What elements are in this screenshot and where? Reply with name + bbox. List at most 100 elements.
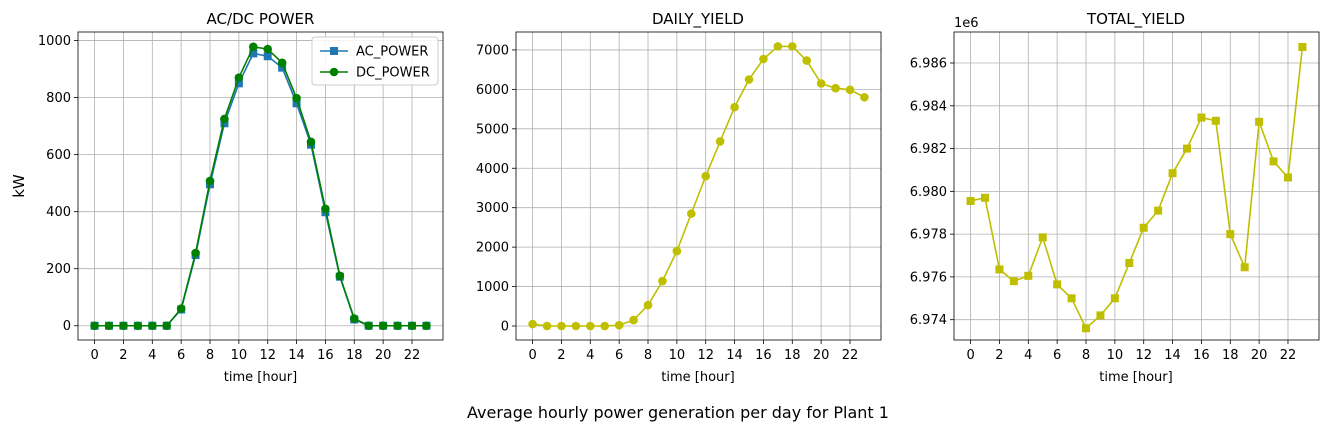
series-dc-power	[90, 42, 431, 331]
data-point	[759, 54, 768, 64]
x-tick-label: 4	[148, 348, 156, 363]
data-point	[292, 99, 301, 108]
data-point	[335, 271, 345, 281]
y-tick-label: 6.986	[910, 57, 947, 72]
x-tick-label: 6	[615, 348, 623, 363]
x-tick-label: 2	[557, 348, 565, 363]
data-point	[1182, 144, 1191, 153]
x-tick-label: 18	[346, 348, 363, 363]
data-point	[600, 321, 610, 331]
y-tick-label: 1000	[476, 280, 509, 295]
data-point	[966, 196, 975, 205]
data-point	[744, 75, 754, 84]
data-point	[249, 49, 258, 58]
data-point	[1211, 116, 1220, 125]
x-tick-label: 20	[813, 348, 830, 363]
legend-label: AC_POWER	[356, 45, 428, 60]
data-point	[1298, 42, 1307, 51]
legend-marker	[329, 67, 339, 77]
data-point	[773, 42, 783, 51]
x-tick-label: 10	[1107, 348, 1124, 363]
y-tick-label: 6.976	[910, 270, 947, 285]
y-tick-label: 6.984	[910, 99, 947, 114]
grid	[954, 32, 1319, 340]
data-point	[528, 319, 537, 329]
data-point	[133, 321, 143, 331]
data-point	[205, 176, 215, 186]
chart-title: DAILY_YIELD	[652, 10, 744, 29]
x-tick-label: 16	[755, 348, 772, 363]
data-point	[1240, 263, 1249, 272]
x-tick-label: 12	[697, 348, 714, 363]
data-point	[831, 83, 840, 93]
data-point	[90, 321, 99, 331]
y-tick-label: 2000	[476, 241, 509, 256]
x-axis-label: time [hour]	[1099, 370, 1172, 385]
data-point	[614, 320, 624, 330]
data-point	[234, 79, 243, 88]
y-tick-label: 5000	[476, 122, 509, 137]
y-tick-label: 6.978	[910, 228, 947, 243]
data-point	[234, 73, 244, 82]
y-axis-label: kW	[10, 174, 28, 198]
legend-box	[311, 36, 439, 86]
x-tick-label: 16	[1193, 348, 1210, 363]
data-point	[1082, 324, 1091, 333]
data-point	[104, 321, 114, 331]
y-tick-label: 600	[46, 148, 71, 163]
x-tick-label: 16	[317, 348, 334, 363]
x-tick-label: 0	[966, 348, 974, 363]
data-point	[378, 321, 388, 331]
data-point	[277, 58, 287, 68]
data-point	[1009, 277, 1018, 286]
x-tick-label: 8	[206, 348, 214, 363]
data-point	[248, 42, 258, 52]
data-point	[1110, 294, 1119, 303]
y-tick-label: 6.982	[910, 142, 947, 157]
plot-area: 0 2 4 6 8 10 12 14 16 18 20 22 0 200 400 600 800 1000 AC_P…	[38, 31, 444, 363]
data-point	[1255, 117, 1264, 126]
data-point	[629, 315, 638, 325]
data-point	[981, 193, 990, 202]
y-tick-label: 0	[501, 320, 509, 335]
data-point	[191, 248, 200, 258]
x-tick-label: 0	[90, 348, 98, 363]
chart-title: AC/DC POWER	[207, 10, 315, 28]
x-tick-label: 18	[784, 348, 801, 363]
ticks: 0 2 4 6 8 10 12 14 16 18 20 22 6.974 6.976 6.978 6.980 6…	[910, 57, 1296, 363]
x-tick-label: 10	[669, 348, 686, 363]
y-tick-label: 0	[63, 319, 71, 334]
data-point	[119, 321, 128, 331]
grid	[516, 32, 881, 340]
data-point	[860, 92, 869, 102]
x-tick-label: 12	[1135, 348, 1152, 363]
legend-marker	[330, 47, 338, 55]
y-tick-label: 1000	[38, 34, 71, 49]
data-point	[730, 102, 739, 112]
ticks: 0 2 4 6 8 10 12 14 16 18 20 22 0 200 400 600 800 1000	[38, 34, 420, 363]
chart-total-yield: TOTAL_YIELD 1e6 time [hour] 0 2 4 6 8 10 12 14 1…	[910, 10, 1320, 385]
axes-frame	[77, 31, 444, 341]
data-point	[176, 304, 186, 313]
data-point	[802, 56, 812, 65]
data-point	[542, 321, 552, 331]
data-point	[349, 314, 359, 323]
data-point	[147, 321, 157, 331]
x-axis-label: time [hour]	[224, 370, 297, 385]
data-point	[364, 321, 374, 331]
y-tick-label: 800	[46, 91, 71, 106]
x-tick-label: 6	[177, 348, 185, 363]
x-tick-label: 6	[1053, 348, 1061, 363]
data-point	[585, 321, 595, 331]
x-tick-label: 22	[842, 348, 859, 363]
data-point	[393, 321, 402, 331]
x-tick-label: 20	[375, 348, 392, 363]
y-tick-label: 3000	[476, 201, 509, 216]
data-point	[686, 209, 696, 218]
data-point	[816, 79, 826, 88]
data-point	[715, 137, 725, 146]
legend: AC_POWER DC_POWER	[311, 36, 439, 86]
plot-area: 0 2 4 6 8 10 12 14 16 18 20 22 6.974 6.976 6.978 6.980 6…	[910, 31, 1320, 363]
data-point	[1154, 206, 1163, 215]
